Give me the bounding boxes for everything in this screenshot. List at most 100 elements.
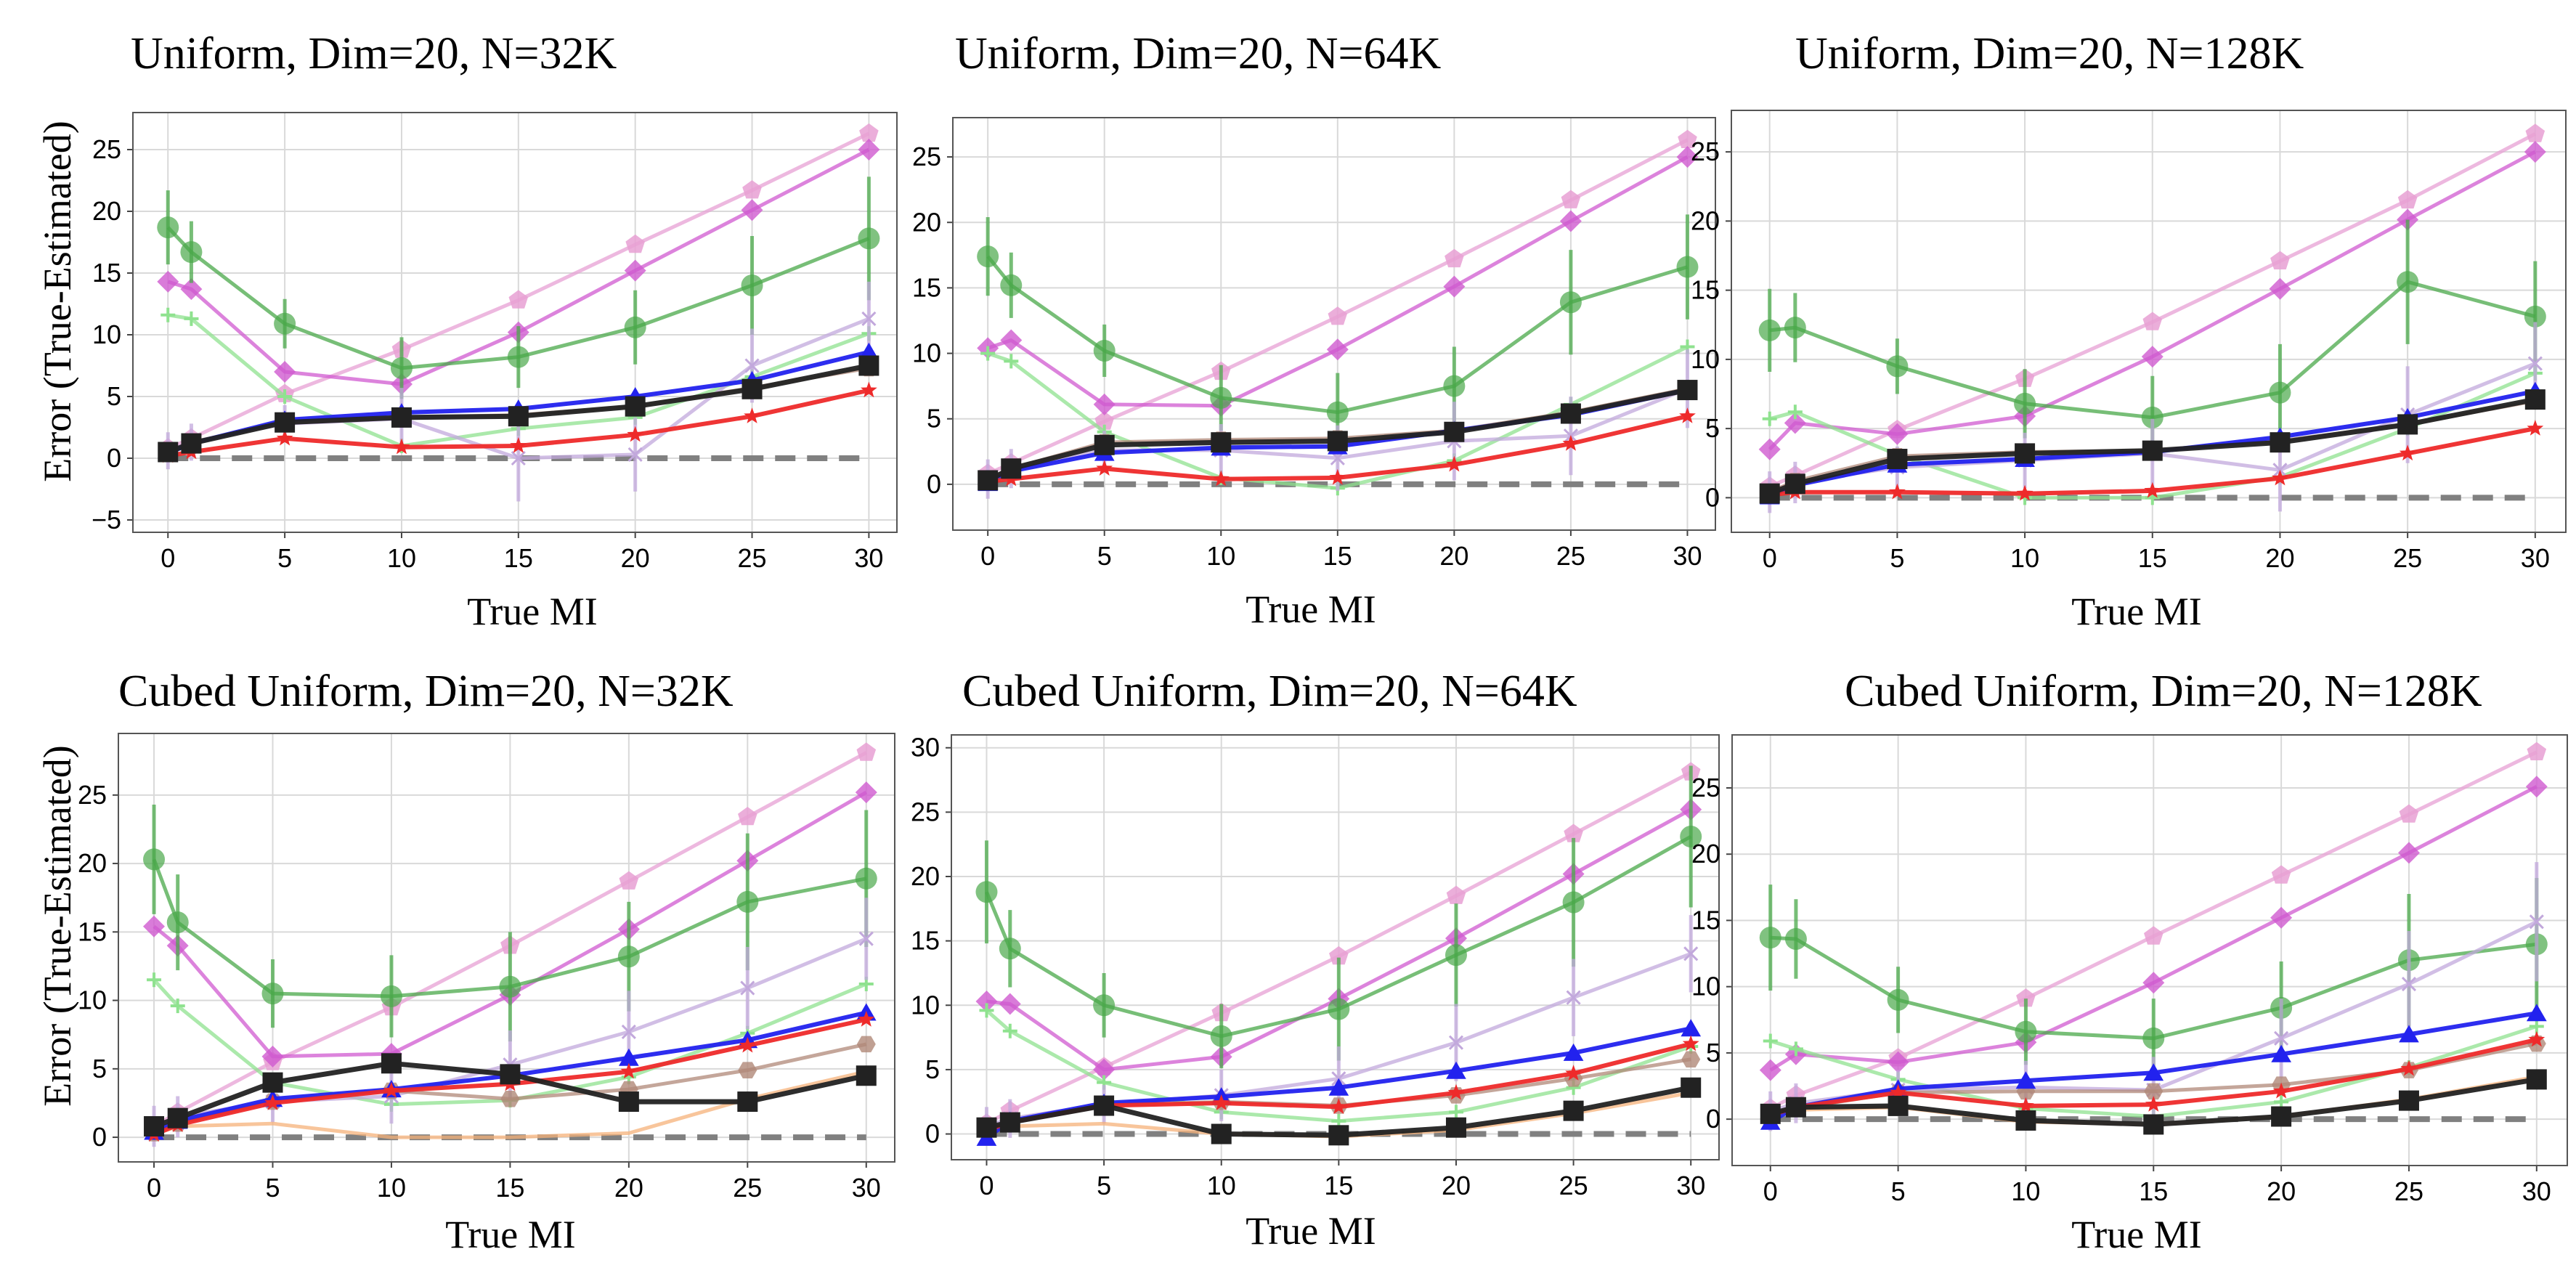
y-tick-label: −5 bbox=[92, 505, 121, 534]
y-tick-label: 10 bbox=[78, 985, 107, 1015]
circle-marker bbox=[1680, 826, 1702, 848]
pentagon-marker bbox=[859, 123, 879, 142]
star-marker bbox=[2527, 420, 2544, 436]
star-marker bbox=[383, 1082, 400, 1098]
star-marker bbox=[2018, 1097, 2034, 1113]
y-tick-label: 5 bbox=[1705, 413, 1720, 443]
x-marker bbox=[861, 311, 877, 326]
panel-uniform-64k: 0 5 10 15 20 25 30 0 5 10 15 20 25 Uniform, Dim=20, … bbox=[912, 29, 1716, 631]
pentagon-marker bbox=[508, 290, 529, 309]
square-marker bbox=[1887, 449, 1908, 470]
square-marker bbox=[2526, 1069, 2547, 1090]
square-marker bbox=[858, 355, 879, 376]
y-tick-label: 20 bbox=[1691, 206, 1720, 235]
series-line bbox=[987, 138, 1689, 476]
diamond-marker bbox=[2141, 346, 2163, 368]
circle-marker bbox=[2014, 392, 2036, 415]
x-tick-label: 5 bbox=[1097, 541, 1112, 571]
series-green-circle bbox=[975, 765, 1702, 1069]
tick-marker bbox=[1787, 404, 1803, 420]
panel-uniform-128k: 0 5 10 15 20 25 30 0 5 10 15 20 25 Uniform, Dim=20, … bbox=[1691, 29, 2567, 633]
diamond-marker bbox=[2525, 776, 2548, 798]
triangle-marker bbox=[2015, 1071, 2036, 1089]
diamond-marker bbox=[741, 199, 763, 221]
triangle-marker bbox=[2526, 1004, 2547, 1022]
circle-marker bbox=[999, 938, 1021, 960]
square-marker bbox=[1760, 1103, 1781, 1124]
x-tick-label: 15 bbox=[2138, 543, 2167, 573]
star-marker bbox=[739, 1036, 756, 1053]
star-marker bbox=[1682, 1035, 1699, 1052]
pentagon-marker bbox=[1561, 190, 1581, 208]
diamond-marker bbox=[2524, 141, 2546, 163]
plot-background bbox=[951, 735, 1719, 1160]
y-tick-label: 15 bbox=[1691, 275, 1720, 305]
series-line bbox=[1769, 1076, 2538, 1127]
star-marker bbox=[2145, 1096, 2162, 1112]
plot-area bbox=[977, 129, 1699, 499]
diamond-marker bbox=[1326, 338, 1349, 361]
y-axis-label: Error (True-Estimated) bbox=[36, 121, 79, 481]
diamond-marker bbox=[975, 991, 998, 1012]
diamond-marker bbox=[2398, 842, 2420, 864]
pentagon-marker bbox=[2399, 804, 2419, 823]
square-marker bbox=[1211, 1123, 1232, 1144]
y-tick-label: 25 bbox=[92, 134, 121, 164]
circle-marker bbox=[180, 241, 203, 264]
circle-marker bbox=[2141, 406, 2163, 428]
square-marker bbox=[500, 1064, 521, 1085]
series-line bbox=[987, 414, 1689, 484]
square-marker bbox=[2270, 432, 2291, 453]
y-tick-label: 25 bbox=[911, 797, 940, 826]
triangle-marker bbox=[2271, 1044, 2291, 1062]
hexagon-marker bbox=[2144, 1083, 2163, 1100]
series-line bbox=[985, 834, 1692, 1038]
tick-marker bbox=[170, 999, 185, 1014]
panel-cubed-128k: 0 5 10 15 20 25 30 0 5 10 15 20 25 Cubed Uniform, Di… bbox=[1691, 667, 2568, 1256]
series-line bbox=[1769, 426, 2536, 497]
square-marker bbox=[1888, 1095, 1909, 1116]
y-tick-label: 0 bbox=[92, 1122, 107, 1152]
diamond-marker bbox=[855, 781, 877, 804]
square-marker bbox=[275, 412, 296, 433]
diamond-marker bbox=[1676, 146, 1699, 168]
series-line bbox=[153, 751, 867, 1128]
diamond-marker bbox=[2142, 972, 2165, 994]
x-tick-label: 30 bbox=[1673, 541, 1702, 571]
hexagon-marker bbox=[856, 1036, 876, 1053]
plot-area bbox=[143, 742, 877, 1147]
diamond-marker bbox=[274, 361, 296, 383]
x-tick-label: 20 bbox=[2265, 543, 2294, 573]
series-line bbox=[1770, 920, 2538, 1113]
pentagon-marker bbox=[2397, 190, 2418, 209]
y-tick-label: 5 bbox=[107, 381, 121, 411]
diamond-marker bbox=[1759, 1059, 1781, 1081]
circle-marker bbox=[166, 911, 189, 934]
star-marker bbox=[510, 437, 527, 453]
series-line bbox=[153, 1010, 867, 1134]
square-marker bbox=[2142, 440, 2163, 461]
tick-marker bbox=[980, 346, 996, 361]
y-tick-label: 30 bbox=[911, 733, 940, 762]
series-line bbox=[167, 388, 870, 458]
x-tick-label: 15 bbox=[495, 1173, 524, 1203]
x-tick-label: 20 bbox=[2267, 1176, 2296, 1206]
tick-marker bbox=[1763, 1033, 1778, 1049]
triangle-marker bbox=[2399, 1025, 2419, 1043]
square-marker bbox=[1328, 1125, 1349, 1146]
x-axis-label: True MI bbox=[445, 1213, 576, 1256]
pentagon-marker bbox=[619, 871, 639, 890]
x-marker bbox=[1683, 946, 1699, 961]
y-tick-label: 25 bbox=[912, 142, 941, 171]
plot-frame bbox=[951, 734, 1720, 1160]
circle-marker bbox=[1093, 339, 1116, 362]
y-tick-label: 25 bbox=[1691, 773, 1720, 802]
star-marker bbox=[264, 1094, 281, 1110]
star-marker bbox=[1329, 468, 1346, 485]
pentagon-marker bbox=[2016, 988, 2036, 1007]
circle-marker bbox=[1784, 927, 1807, 950]
square-marker bbox=[2524, 389, 2545, 410]
pentagon-marker bbox=[1329, 946, 1349, 965]
series-line bbox=[167, 147, 870, 386]
square-marker bbox=[2015, 443, 2036, 464]
